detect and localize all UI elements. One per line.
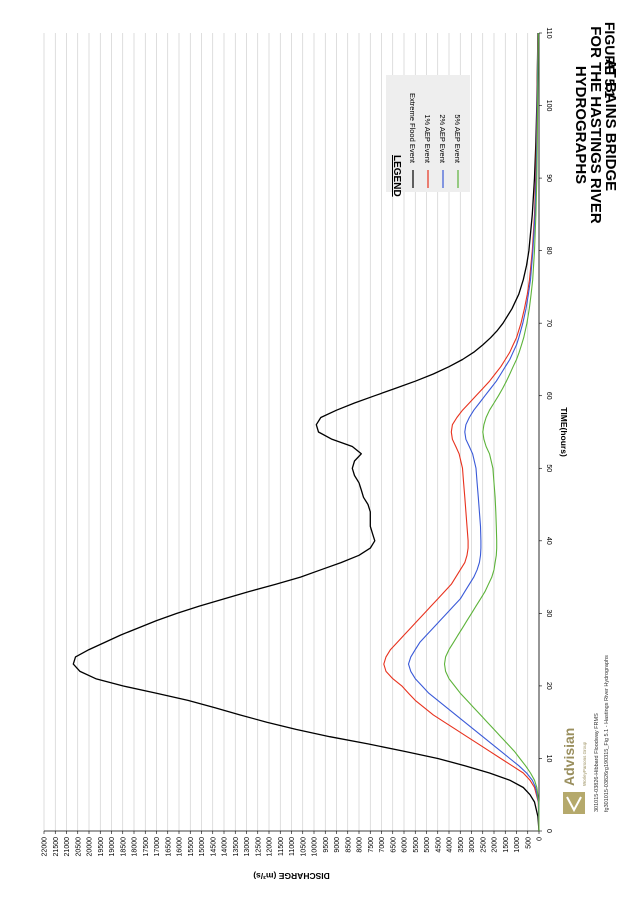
axes bbox=[43, 32, 542, 834]
series-line-2-aep-event bbox=[407, 32, 540, 832]
tick-label-discharge: 16000 bbox=[177, 837, 184, 857]
tick-label-time: 90 bbox=[545, 174, 552, 182]
tick-label-discharge: 18500 bbox=[120, 837, 127, 857]
tick-label-discharge: 15500 bbox=[188, 837, 195, 857]
tick-label-discharge: 11500 bbox=[278, 837, 285, 856]
title-line-3: AT BAINS BRIDGE bbox=[602, 59, 619, 191]
tick-label-discharge: 500 bbox=[525, 837, 532, 849]
tick-label-discharge: 13500 bbox=[233, 837, 240, 857]
y-axis-title: DISCHARGE (m³/s) bbox=[253, 871, 330, 881]
tick-label-discharge: 0 bbox=[537, 837, 544, 841]
legend-label: 2% AEP Event bbox=[438, 114, 447, 164]
tick-label-discharge: 12500 bbox=[255, 837, 262, 857]
legend-label: 5% AEP Event bbox=[453, 114, 462, 164]
logo-text: Advisian bbox=[561, 728, 577, 786]
legend: LEGEND Extreme Flood Event 1% AEP Event 2%… bbox=[386, 75, 470, 197]
logo-w-glyph-icon bbox=[566, 796, 582, 813]
tick-label-discharge: 6500 bbox=[390, 837, 397, 853]
tick-label-time: 0 bbox=[545, 829, 552, 833]
tick-label-discharge: 16500 bbox=[165, 837, 172, 857]
tick-label-discharge: 9000 bbox=[334, 837, 341, 853]
tick-label-time: 110 bbox=[545, 27, 552, 38]
footer-project: 301015-03826-Hibbard Floodway FRMS bbox=[594, 713, 600, 812]
tick-label-discharge: 9500 bbox=[323, 837, 330, 853]
tick-labels: 0500100015002000250030003500400045005000… bbox=[42, 27, 570, 881]
tick-label-time: 40 bbox=[545, 537, 552, 545]
tick-label-discharge: 12000 bbox=[267, 837, 274, 857]
footer: Advisian WorleyParsons Group 301015-0382… bbox=[561, 655, 610, 814]
tick-label-discharge: 6000 bbox=[402, 837, 409, 853]
tick-label-time: 50 bbox=[545, 464, 552, 472]
tick-label-discharge: 20000 bbox=[87, 837, 94, 857]
tick-label-time: 20 bbox=[545, 682, 552, 690]
series-line-1-aep-event bbox=[383, 32, 540, 832]
tick-label-time: 80 bbox=[545, 247, 552, 255]
tick-label-discharge: 13000 bbox=[244, 837, 251, 857]
title-line-1: HYDROGRAPHS bbox=[572, 66, 589, 184]
tick-label-discharge: 5000 bbox=[424, 837, 431, 853]
tick-label-discharge: 2000 bbox=[492, 837, 499, 853]
tick-label-discharge: 5500 bbox=[413, 837, 420, 853]
tick-label-discharge: 17500 bbox=[143, 837, 150, 857]
tick-label-discharge: 1000 bbox=[514, 837, 521, 853]
title-line-2: FOR THE HASTINGS RIVER bbox=[587, 26, 604, 224]
tick-label-discharge: 14000 bbox=[222, 837, 229, 857]
legend-title: LEGEND bbox=[391, 155, 402, 197]
series-lines bbox=[72, 32, 540, 832]
tick-label-discharge: 17000 bbox=[154, 837, 161, 857]
tick-label-discharge: 10000 bbox=[312, 837, 319, 857]
legend-label: Extreme Flood Event bbox=[408, 93, 417, 164]
tick-label-discharge: 3500 bbox=[458, 837, 465, 853]
tick-label-time: 100 bbox=[545, 100, 552, 112]
figure-label: FIGURE 5.1 bbox=[602, 22, 618, 98]
tick-label-time: 10 bbox=[545, 755, 552, 763]
tick-label-discharge: 18000 bbox=[132, 837, 139, 857]
tick-label-discharge: 14500 bbox=[210, 837, 217, 857]
tick-label-discharge: 7000 bbox=[379, 837, 386, 853]
tick-label-discharge: 11000 bbox=[289, 837, 296, 856]
tick-label-discharge: 7500 bbox=[368, 837, 375, 853]
tick-label-discharge: 8000 bbox=[357, 837, 364, 853]
tick-label-discharge: 2500 bbox=[480, 837, 487, 853]
tick-label-time: 60 bbox=[545, 392, 552, 400]
x-axis-title: TIME(hours) bbox=[559, 407, 569, 457]
series-line-extreme-flood-event bbox=[72, 32, 540, 832]
tick-label-discharge: 4000 bbox=[447, 837, 454, 853]
tick-label-discharge: 19500 bbox=[98, 837, 105, 857]
tick-label-discharge: 3000 bbox=[469, 837, 476, 853]
tick-label-discharge: 10500 bbox=[300, 837, 307, 857]
logo-mark-icon bbox=[563, 792, 585, 814]
tick-label-time: 70 bbox=[545, 319, 552, 327]
legend-label: 1% AEP Event bbox=[423, 114, 432, 164]
tick-label-discharge: 21500 bbox=[53, 837, 60, 857]
series-line-5-aep-event bbox=[443, 32, 540, 832]
tick-label-discharge: 1500 bbox=[503, 837, 510, 853]
tick-label-discharge: 15000 bbox=[199, 837, 206, 857]
legend-entries: Extreme Flood Event 1% AEP Event 2% AEP Ev… bbox=[408, 93, 462, 188]
footer-file: fg301015-03826rg190315_Fig 5.1 - Hasting… bbox=[604, 655, 610, 812]
tick-label-discharge: 20500 bbox=[75, 837, 82, 857]
tick-label-discharge: 21000 bbox=[64, 837, 71, 857]
tick-label-discharge: 4500 bbox=[435, 837, 442, 853]
tick-label-discharge: 8500 bbox=[345, 837, 352, 853]
chart-title: HYDROGRAPHS FOR THE HASTINGS RIVER AT BA… bbox=[572, 26, 619, 224]
tick-label-time: 30 bbox=[545, 609, 552, 617]
tick-label-discharge: 22000 bbox=[42, 837, 49, 857]
logo-tagline: WorleyParsons Group bbox=[582, 741, 587, 786]
tick-label-discharge: 19000 bbox=[109, 837, 116, 857]
